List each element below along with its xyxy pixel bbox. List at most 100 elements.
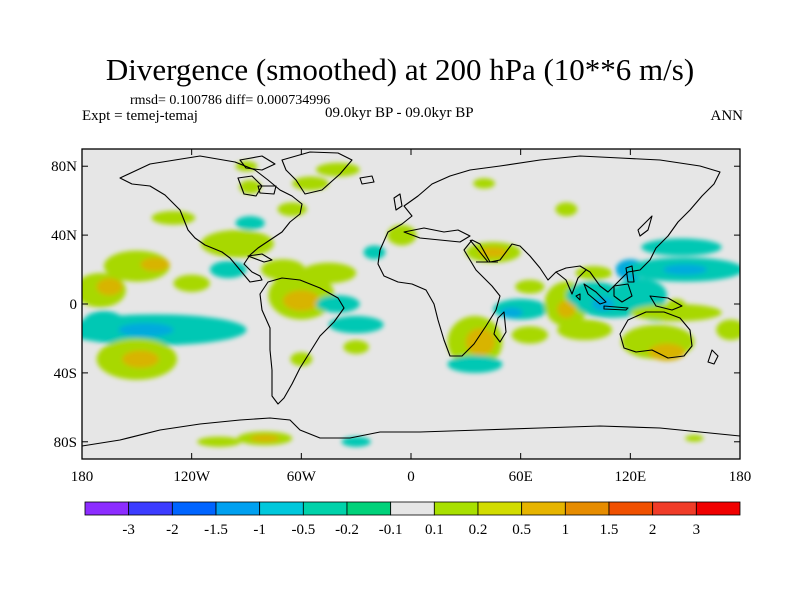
anomaly-region	[557, 319, 613, 341]
lon-tick-label: 180	[71, 469, 94, 485]
anomaly-region	[630, 304, 722, 322]
anomaly-region	[557, 300, 576, 318]
anomaly-region	[465, 328, 496, 356]
coast-india	[555, 269, 587, 295]
colorbar-label: 0.5	[512, 522, 531, 538]
anomaly-region	[500, 307, 523, 318]
colorbar-swatch	[564, 501, 610, 516]
anomaly-region	[511, 326, 549, 344]
colorbar-label: 0.1	[425, 522, 444, 538]
colorbar-swatch	[215, 501, 261, 516]
colorbar-label: 1.5	[600, 522, 619, 538]
anomaly-region	[151, 211, 196, 225]
colorbar-swatch	[477, 501, 523, 516]
anomaly-region	[591, 297, 614, 311]
anomaly-region	[555, 202, 578, 217]
anomaly-region	[328, 316, 384, 334]
anomaly-region	[250, 434, 280, 442]
stats-line: rmsd= 0.100786 diff= 0.000734996	[130, 93, 331, 108]
coast-australia	[619, 311, 693, 359]
anomaly-region	[122, 350, 159, 368]
colorbar-swatch	[608, 501, 654, 516]
coast-south-america	[259, 277, 345, 405]
anomaly-region	[290, 352, 313, 366]
experiment-label: Expt = temej-temaj	[82, 108, 198, 124]
lon-tick-label: 0	[407, 469, 415, 485]
colorbar-label: -0.1	[379, 522, 403, 538]
colorbar-label: 0.2	[469, 522, 488, 538]
coast-philippines	[625, 265, 635, 283]
coast-mediterranean	[403, 227, 471, 243]
lat-tick-label: 40N	[51, 228, 77, 244]
lon-tick-label: 60W	[287, 469, 317, 485]
colorbar-swatch	[84, 501, 130, 516]
latitude-ticks	[82, 165, 740, 443]
anomaly-region	[363, 245, 386, 260]
coast-new-guinea	[649, 295, 683, 311]
colorbar-swatch	[302, 501, 348, 516]
lat-tick-label: 40S	[54, 366, 77, 382]
anomaly-region	[473, 178, 496, 189]
colorbar-swatch	[695, 501, 741, 516]
colorbar	[84, 501, 741, 516]
coast-arctic-islands	[239, 155, 277, 195]
anomaly-region	[239, 180, 262, 194]
anomaly-region	[197, 436, 242, 447]
coast-sumatra	[583, 283, 607, 305]
anomaly-region	[663, 264, 708, 275]
coast-greenland	[281, 151, 353, 195]
lon-tick-label: 120W	[173, 469, 211, 485]
plot-title: Divergence (smoothed) at 200 hPa (10**6 …	[105, 52, 695, 87]
colorbar-labels: -3 -2 -1.5 -1 -0.5 -0.2 -0.1 0.1 0.2 0.5 1 1.5 2 3	[122, 522, 700, 538]
anomaly-region	[173, 274, 210, 292]
anomaly-region	[515, 279, 545, 294]
colorbar-swatch	[171, 501, 217, 516]
anomaly-region	[685, 434, 704, 442]
lon-tick-label: 180	[729, 469, 752, 485]
axis-labels: 80N 40N 0 40S 80S 180 120W 60W 0 60E 120E 180	[51, 159, 751, 485]
coast-iceland	[359, 175, 375, 185]
anomaly-region	[140, 257, 170, 272]
colorbar-label: -3	[122, 522, 135, 538]
lon-tick-label: 120E	[614, 469, 646, 485]
colorbar-swatch	[128, 501, 173, 516]
anomaly-region	[292, 176, 329, 191]
anomaly-region	[387, 224, 417, 246]
coast-antarctica	[82, 417, 740, 447]
anomaly-region	[666, 298, 686, 310]
coast-madagascar	[493, 311, 507, 343]
anomaly-region	[315, 295, 360, 313]
season-label: ANN	[710, 108, 744, 124]
period-label: 09.0kyr BP - 09.0kyr BP	[325, 105, 474, 121]
anomaly-region	[493, 298, 549, 320]
coast-japan	[637, 215, 653, 237]
anomaly-region	[277, 202, 307, 217]
coast-eurasia-africa	[377, 155, 721, 357]
anomaly-regions	[82, 161, 740, 447]
colorbar-label: -0.5	[291, 522, 315, 538]
coast-north-america	[119, 155, 303, 283]
colorbar-swatch	[652, 501, 697, 516]
coast-cuba	[247, 253, 273, 263]
anomaly-region	[447, 355, 503, 373]
anomaly-region	[648, 343, 686, 361]
colorbar-label: -2	[166, 522, 179, 538]
anomaly-region	[235, 216, 265, 230]
anomaly-region	[716, 319, 740, 341]
coast-borneo	[613, 283, 633, 303]
lon-tick-label: 60E	[509, 469, 533, 485]
colorbar-label: 3	[693, 522, 701, 538]
anomaly-region	[301, 262, 357, 284]
anomaly-region	[209, 260, 247, 279]
coast-new-zealand	[707, 349, 719, 365]
anomaly-region	[341, 436, 371, 447]
coast-java	[603, 305, 629, 311]
colorbar-swatch	[259, 501, 304, 516]
lat-tick-label: 80N	[51, 159, 77, 175]
colorbar-label: 1	[562, 522, 570, 538]
colorbar-swatch	[433, 501, 479, 516]
colorbar-swatch	[521, 501, 566, 516]
colorbar-label: -1.5	[204, 522, 228, 538]
anomaly-region	[575, 266, 613, 280]
